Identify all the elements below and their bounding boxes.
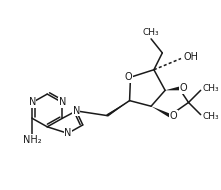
Polygon shape [106, 101, 130, 117]
Text: N: N [72, 106, 80, 116]
Text: CH₃: CH₃ [202, 112, 219, 121]
Polygon shape [151, 106, 171, 117]
Text: O: O [125, 72, 132, 82]
Polygon shape [165, 87, 179, 90]
Text: O: O [179, 83, 187, 93]
Text: CH₃: CH₃ [143, 28, 159, 37]
Text: CH₃: CH₃ [202, 84, 219, 93]
Text: N: N [29, 97, 36, 108]
Text: N: N [59, 97, 66, 108]
Text: NH₂: NH₂ [23, 135, 42, 145]
Text: N: N [64, 128, 72, 138]
Text: OH: OH [184, 52, 199, 62]
Text: O: O [170, 111, 177, 121]
